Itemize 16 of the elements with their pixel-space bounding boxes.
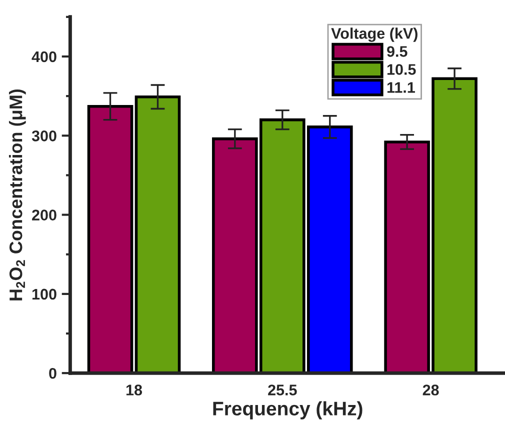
bar [134,95,181,374]
legend-label: 10.5 [387,64,416,75]
x-tick-label: 18 [126,384,142,396]
y-tick-label: 200 [32,210,56,220]
legend-title: Voltage (kV) [331,28,418,42]
y-axis-title: H$_{2}$O$_{2}$ Concentration (μM) [8,89,26,300]
y-tick-label: 0 [49,368,56,379]
legend-label: 11.1 [387,82,415,93]
legend-label: 9.5 [387,46,408,57]
x-tick-label: 28 [422,384,439,396]
y-tick-label: 300 [32,130,56,142]
bar [87,104,134,374]
y-tick-label: 400 [32,51,56,62]
x-axis-title: Frequency (kHz) [213,401,362,420]
y-tick-label: 100 [32,288,56,300]
x-tick-label: 25.5 [268,384,297,396]
